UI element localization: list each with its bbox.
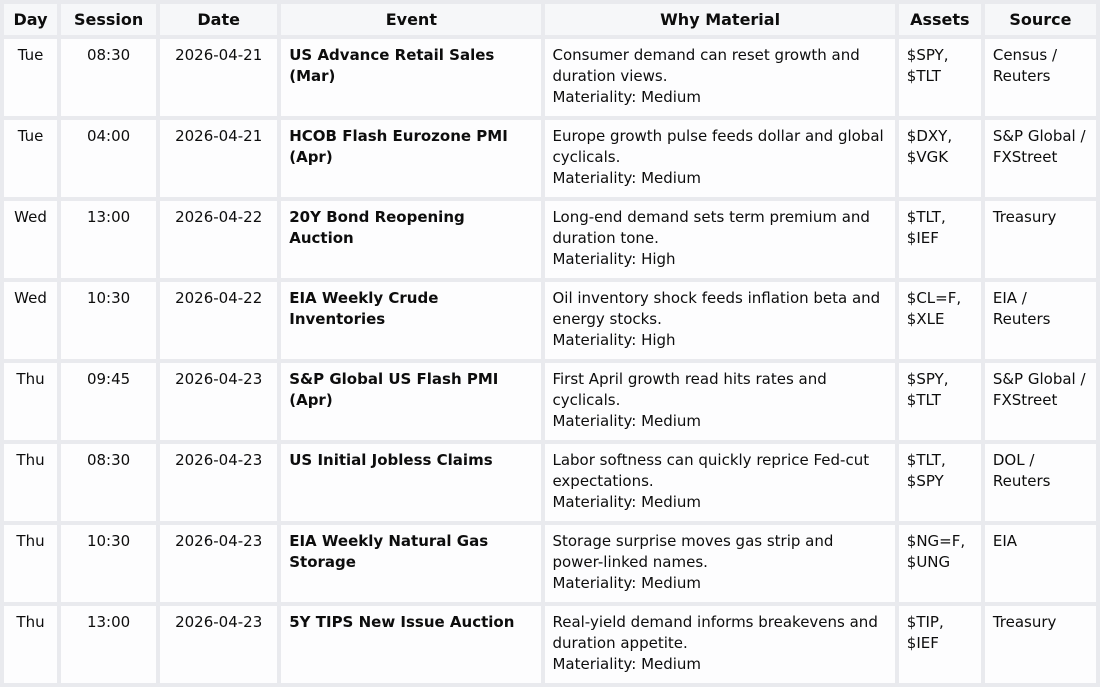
cell-date: 2026-04-21 xyxy=(160,120,278,197)
cell-why-material: Consumer demand can reset growth and dur… xyxy=(545,39,895,116)
cell-source: Treasury xyxy=(984,606,1096,683)
materiality-text: Materiality: Medium xyxy=(552,169,702,187)
cell-source: Census / Reuters xyxy=(984,39,1096,116)
cell-event: EIA Weekly Crude Inventories xyxy=(281,282,542,359)
why-text: First April growth read hits rates and c… xyxy=(552,370,827,409)
cell-session: 04:00 xyxy=(61,120,157,197)
col-header-source: Source xyxy=(984,4,1096,35)
materiality-text: Materiality: Medium xyxy=(552,574,702,592)
table-row: Tue 04:00 2026-04-21 HCOB Flash Eurozone… xyxy=(4,120,1096,197)
col-header-assets: Assets xyxy=(898,4,981,35)
col-header-date: Date xyxy=(160,4,278,35)
cell-why-material: Europe growth pulse feeds dollar and glo… xyxy=(545,120,895,197)
cell-assets: $TLT, $IEF xyxy=(898,201,981,278)
table-row: Thu 10:30 2026-04-23 EIA Weekly Natural … xyxy=(4,525,1096,602)
col-header-day: Day xyxy=(4,4,58,35)
why-text: Storage surprise moves gas strip and pow… xyxy=(552,532,834,571)
table-row: Wed 13:00 2026-04-22 20Y Bond Reopening … xyxy=(4,201,1096,278)
cell-assets: $TLT, $SPY xyxy=(898,444,981,521)
why-text: Long-end demand sets term premium and du… xyxy=(552,208,870,247)
cell-source: EIA xyxy=(984,525,1096,602)
header-row: Day Session Date Event Why Material Asse… xyxy=(4,4,1096,35)
cell-source: S&P Global / FXStreet xyxy=(984,363,1096,440)
cell-date: 2026-04-21 xyxy=(160,39,278,116)
cell-why-material: Storage surprise moves gas strip and pow… xyxy=(545,525,895,602)
cell-assets: $NG=F, $UNG xyxy=(898,525,981,602)
cell-event: EIA Weekly Natural Gas Storage xyxy=(281,525,542,602)
cell-assets: $SPY, $TLT xyxy=(898,39,981,116)
why-text: Labor softness can quickly reprice Fed-c… xyxy=(552,451,870,490)
cell-event: US Initial Jobless Claims xyxy=(281,444,542,521)
cell-source: EIA / Reuters xyxy=(984,282,1096,359)
cell-event: US Advance Retail Sales (Mar) xyxy=(281,39,542,116)
cell-day: Wed xyxy=(4,282,58,359)
cell-event: 20Y Bond Reopening Auction xyxy=(281,201,542,278)
cell-date: 2026-04-22 xyxy=(160,282,278,359)
cell-session: 09:45 xyxy=(61,363,157,440)
table-row: Thu 13:00 2026-04-23 5Y TIPS New Issue A… xyxy=(4,606,1096,683)
cell-date: 2026-04-23 xyxy=(160,525,278,602)
why-text: Consumer demand can reset growth and dur… xyxy=(552,46,860,85)
cell-why-material: Oil inventory shock feeds inflation beta… xyxy=(545,282,895,359)
materiality-text: Materiality: Medium xyxy=(552,493,702,511)
col-header-event: Event xyxy=(281,4,542,35)
col-header-why-material: Why Material xyxy=(545,4,895,35)
cell-assets: $CL=F, $XLE xyxy=(898,282,981,359)
cell-source: Treasury xyxy=(984,201,1096,278)
cell-session: 13:00 xyxy=(61,201,157,278)
cell-session: 08:30 xyxy=(61,444,157,521)
why-text: Real-yield demand informs breakevens and… xyxy=(552,613,878,652)
cell-why-material: Real-yield demand informs breakevens and… xyxy=(545,606,895,683)
materiality-text: Materiality: Medium xyxy=(552,88,702,106)
cell-why-material: First April growth read hits rates and c… xyxy=(545,363,895,440)
cell-day: Tue xyxy=(4,120,58,197)
materiality-text: Materiality: Medium xyxy=(552,655,702,673)
table-row: Tue 08:30 2026-04-21 US Advance Retail S… xyxy=(4,39,1096,116)
cell-date: 2026-04-22 xyxy=(160,201,278,278)
cell-source: DOL / Reuters xyxy=(984,444,1096,521)
materiality-text: Materiality: High xyxy=(552,331,676,349)
cell-date: 2026-04-23 xyxy=(160,606,278,683)
cell-day: Thu xyxy=(4,525,58,602)
cell-assets: $SPY, $TLT xyxy=(898,363,981,440)
cell-day: Thu xyxy=(4,363,58,440)
cell-event: S&P Global US Flash PMI (Apr) xyxy=(281,363,542,440)
table-row: Thu 09:45 2026-04-23 S&P Global US Flash… xyxy=(4,363,1096,440)
cell-day: Thu xyxy=(4,606,58,683)
cell-event: HCOB Flash Eurozone PMI (Apr) xyxy=(281,120,542,197)
cell-session: 08:30 xyxy=(61,39,157,116)
cell-assets: $DXY, $VGK xyxy=(898,120,981,197)
cell-session: 10:30 xyxy=(61,525,157,602)
cell-date: 2026-04-23 xyxy=(160,444,278,521)
cell-day: Tue xyxy=(4,39,58,116)
cell-why-material: Long-end demand sets term premium and du… xyxy=(545,201,895,278)
materiality-text: Materiality: Medium xyxy=(552,412,702,430)
col-header-session: Session xyxy=(61,4,157,35)
cell-event: 5Y TIPS New Issue Auction xyxy=(281,606,542,683)
cell-session: 13:00 xyxy=(61,606,157,683)
cell-date: 2026-04-23 xyxy=(160,363,278,440)
cell-source: S&P Global / FXStreet xyxy=(984,120,1096,197)
why-text: Oil inventory shock feeds inflation beta… xyxy=(552,289,881,328)
cell-session: 10:30 xyxy=(61,282,157,359)
cell-assets: $TIP, $IEF xyxy=(898,606,981,683)
cell-why-material: Labor softness can quickly reprice Fed-c… xyxy=(545,444,895,521)
materiality-text: Materiality: High xyxy=(552,250,676,268)
cell-day: Thu xyxy=(4,444,58,521)
why-text: Europe growth pulse feeds dollar and glo… xyxy=(552,127,884,166)
table-row: Thu 08:30 2026-04-23 US Initial Jobless … xyxy=(4,444,1096,521)
table-row: Wed 10:30 2026-04-22 EIA Weekly Crude In… xyxy=(4,282,1096,359)
cell-day: Wed xyxy=(4,201,58,278)
